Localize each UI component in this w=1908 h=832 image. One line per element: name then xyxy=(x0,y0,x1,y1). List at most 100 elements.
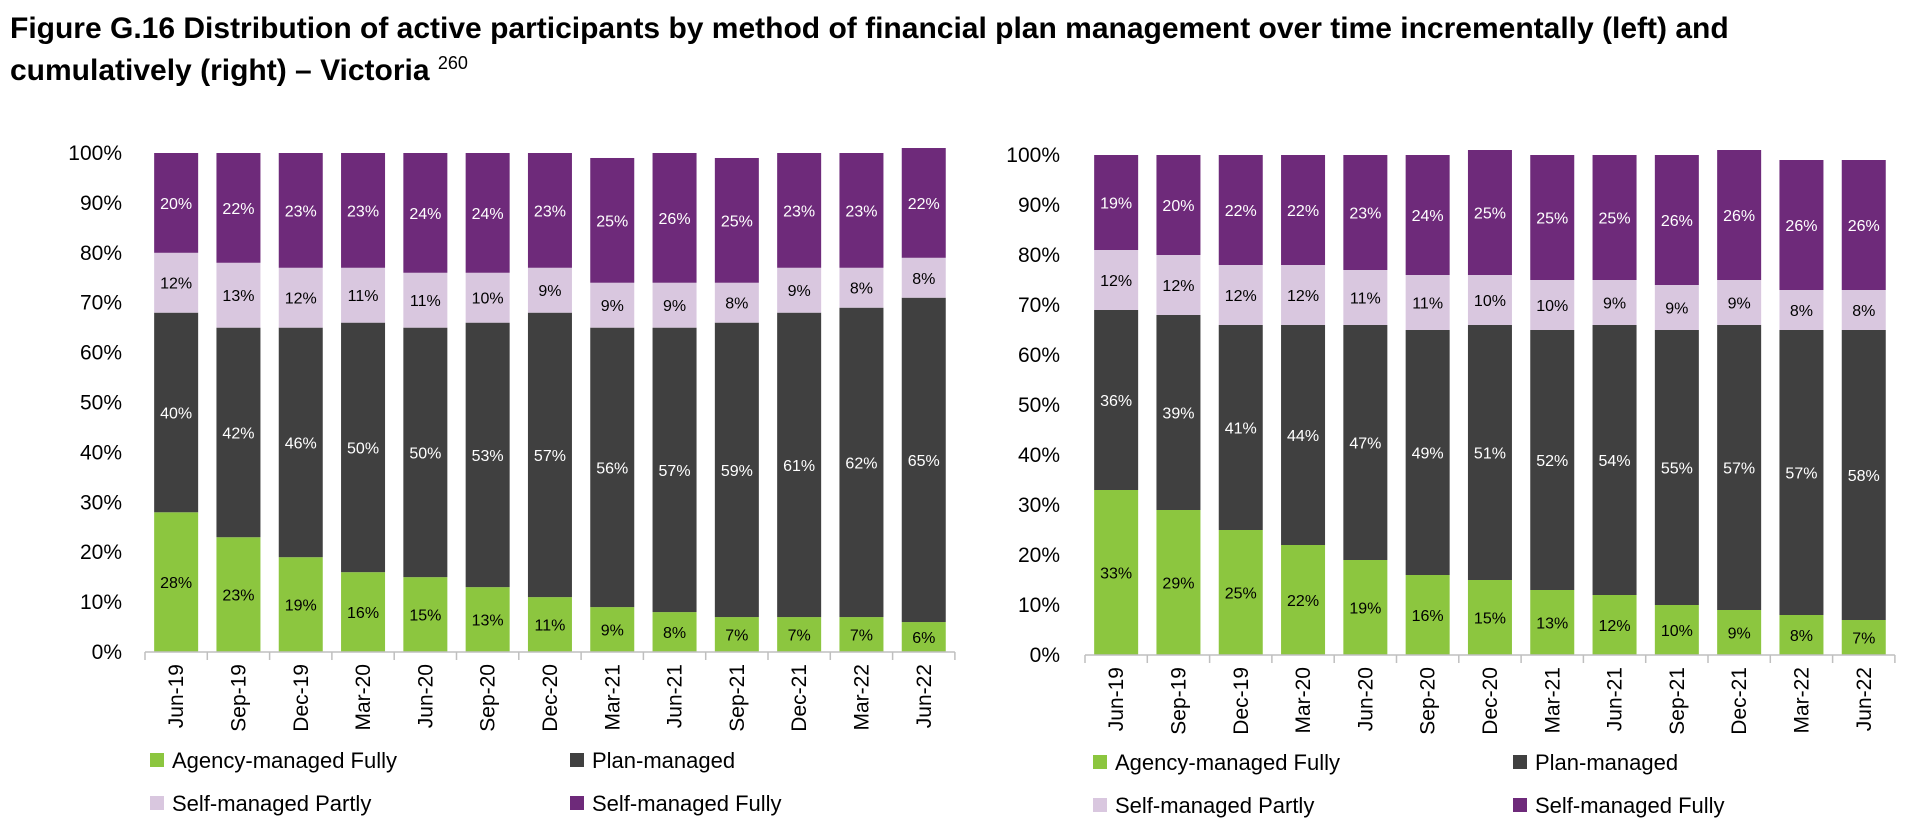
bar-segment xyxy=(652,282,697,328)
data-label: 53% xyxy=(472,448,504,465)
y-tick-label: 100% xyxy=(1006,144,1060,167)
data-label: 8% xyxy=(1790,628,1813,645)
bar-segment xyxy=(1405,575,1450,655)
bar-segment xyxy=(1405,275,1450,330)
data-label: 9% xyxy=(538,283,561,300)
bar-segment xyxy=(590,157,635,283)
bar-segment xyxy=(901,257,946,298)
data-label: 59% xyxy=(721,463,753,480)
data-label: 23% xyxy=(534,203,566,220)
bar-segment xyxy=(278,153,323,268)
data-label: 12% xyxy=(285,291,317,308)
legend-swatch xyxy=(570,796,584,810)
bar-segment xyxy=(403,272,448,328)
bar-segment xyxy=(714,282,759,323)
x-category-label: Dec-21 xyxy=(788,664,811,732)
bar-segment xyxy=(465,587,510,652)
data-label: 10% xyxy=(1536,298,1568,315)
data-label: 13% xyxy=(222,288,254,305)
bar-segment xyxy=(1094,490,1139,655)
bar-segment xyxy=(839,307,884,618)
bar-segment xyxy=(1094,250,1139,310)
data-label: 47% xyxy=(1349,436,1381,453)
data-label: 25% xyxy=(1474,206,1506,223)
data-label: 65% xyxy=(908,453,940,470)
bar-segment xyxy=(527,597,572,652)
data-label: 24% xyxy=(409,206,441,223)
data-label: 16% xyxy=(1412,608,1444,625)
data-label: 25% xyxy=(1225,586,1257,603)
bar-segment xyxy=(154,312,199,513)
bar-segment xyxy=(1281,325,1326,545)
chart-incremental: 0% 10% 20% 30% 40% 50% 60% 70% 80% 90% 100% 28% 40% 1… xyxy=(68,142,956,816)
data-label: 56% xyxy=(596,460,628,477)
y-tick-label: 50% xyxy=(80,392,122,415)
bar-segment xyxy=(714,322,759,618)
bar-segment xyxy=(465,322,510,588)
data-label: 12% xyxy=(160,276,192,293)
bar-segment xyxy=(1779,615,1824,655)
data-label: 23% xyxy=(222,588,254,605)
data-label: 51% xyxy=(1474,446,1506,463)
legend-swatch xyxy=(150,753,164,767)
data-label: 9% xyxy=(1728,296,1751,313)
y-tick-label: 70% xyxy=(1018,294,1060,317)
x-category-label: Jun-19 xyxy=(165,664,188,728)
x-category-label: Dec-20 xyxy=(1479,667,1502,735)
y-tick-label: 40% xyxy=(80,441,122,464)
bar-segment xyxy=(1530,280,1575,330)
data-label: 8% xyxy=(1852,303,1875,320)
bar-segment xyxy=(1343,560,1388,655)
legend-swatch xyxy=(1093,798,1107,812)
y-tick-label: 90% xyxy=(80,192,122,215)
bar-segment xyxy=(1156,255,1201,315)
bar-segment xyxy=(777,312,822,618)
y-tick-label: 100% xyxy=(68,142,122,165)
data-label: 57% xyxy=(1785,466,1817,483)
bar-segment xyxy=(714,617,759,652)
y-tick-label: 10% xyxy=(1018,594,1060,617)
x-category-label: Jun-22 xyxy=(913,664,936,728)
bar-segment xyxy=(1281,155,1326,265)
x-category-label: Mar-20 xyxy=(352,664,375,731)
data-label: 24% xyxy=(1412,208,1444,225)
bar-segment xyxy=(1841,620,1886,655)
data-label: 11% xyxy=(535,618,566,635)
bar-segment xyxy=(1717,325,1762,610)
bar-segment xyxy=(341,322,386,573)
x-category-label: Dec-19 xyxy=(290,664,313,732)
data-label: 7% xyxy=(1852,631,1875,648)
data-label: 11% xyxy=(410,293,441,310)
data-label: 22% xyxy=(1287,203,1319,220)
data-label: 8% xyxy=(850,281,873,298)
y-tick-label: 70% xyxy=(80,292,122,315)
x-category-label: Dec-21 xyxy=(1728,667,1751,735)
bar-segment xyxy=(1654,330,1699,605)
bar-segment xyxy=(590,607,635,652)
data-label: 22% xyxy=(1287,593,1319,610)
data-label: 13% xyxy=(1536,616,1568,633)
data-label: 23% xyxy=(1349,206,1381,223)
bar-segment xyxy=(652,612,697,652)
data-label: 9% xyxy=(1728,626,1751,643)
data-label: 9% xyxy=(1665,301,1688,318)
bar-segment xyxy=(1343,270,1388,325)
data-label: 9% xyxy=(601,298,624,315)
bar-segment xyxy=(1467,275,1512,325)
data-label: 12% xyxy=(1100,273,1132,290)
data-label: 49% xyxy=(1412,446,1444,463)
data-label: 26% xyxy=(1848,218,1880,235)
x-category-label: Sep-21 xyxy=(726,664,749,732)
legend-swatch xyxy=(570,753,584,767)
bar-segment xyxy=(1592,325,1637,595)
bar-segment xyxy=(216,153,261,263)
x-category-label: Sep-20 xyxy=(477,664,500,732)
data-label: 54% xyxy=(1599,453,1631,470)
bar-segment xyxy=(465,153,510,273)
x-category-label: Sep-19 xyxy=(1167,667,1190,735)
bar-segment xyxy=(1717,610,1762,655)
bar-segment xyxy=(1654,155,1699,285)
y-tick-label: 40% xyxy=(1018,444,1060,467)
bar-segment xyxy=(901,148,946,258)
bar-segment xyxy=(1281,265,1326,325)
